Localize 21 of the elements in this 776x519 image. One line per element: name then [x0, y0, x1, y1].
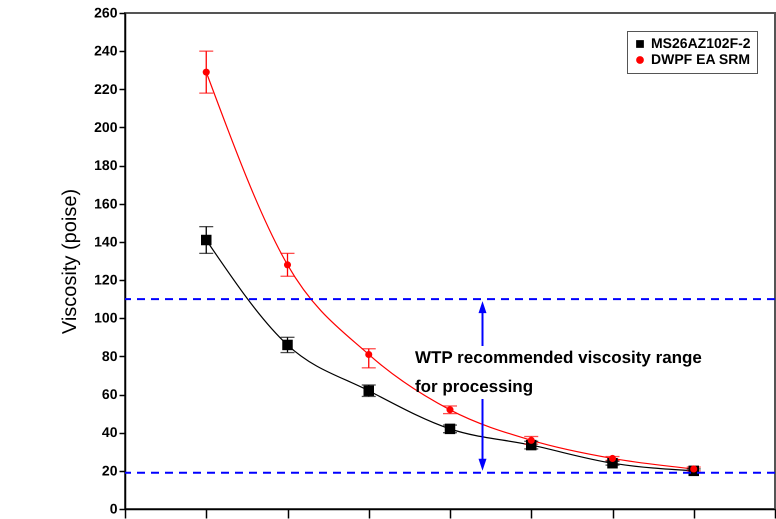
y-tick-label: 200 — [94, 118, 118, 135]
y-tick-label: 40 — [102, 424, 118, 440]
y-tick-label: 60 — [102, 386, 118, 402]
y-tick-label: 0 — [110, 500, 118, 516]
y-tick-label: 240 — [94, 42, 118, 59]
y-tick-label: 180 — [94, 157, 118, 174]
legend-label: DWPF EA SRM — [651, 51, 750, 67]
annotation: WTP recommended viscosity range for processing — [415, 347, 703, 398]
point — [608, 454, 616, 462]
y-axis-title: Viscosity (poise) — [59, 188, 82, 334]
y-tick-label: 120 — [94, 272, 118, 288]
y-tick-label: 100 — [94, 310, 118, 326]
y-tick-label: 260 — [94, 4, 118, 20]
y-tick-label: 20 — [102, 462, 118, 478]
legend-label: MS26AZ102F-2 — [651, 35, 751, 51]
y-tick-label: 220 — [94, 80, 118, 97]
y-tick-label: 80 — [102, 348, 118, 364]
point — [201, 234, 212, 246]
y-tick-label: 160 — [94, 195, 118, 212]
y-tick-label: 140 — [94, 233, 118, 250]
point — [282, 340, 293, 350]
